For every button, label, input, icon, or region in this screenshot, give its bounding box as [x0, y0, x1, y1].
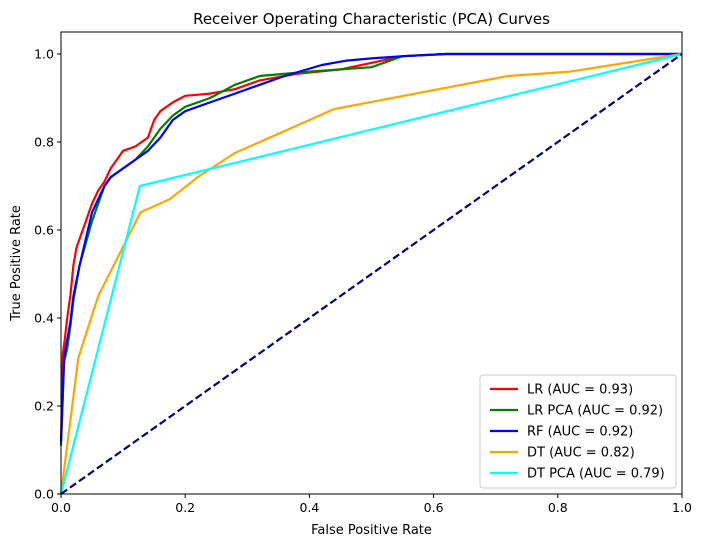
- dt-pca-line: [59, 52, 683, 495]
- x-tick-label: 0.0: [51, 500, 71, 515]
- legend-label-lr-pca: LR PCA (AUC = 0.92): [527, 404, 663, 419]
- x-axis-label: False Positive Rate: [311, 523, 432, 538]
- plot-border: [60, 31, 683, 495]
- y-axis-label: True Positive Rate: [9, 205, 24, 322]
- legend: LR (AUC = 0.93) LR PCA (AUC = 0.92) RF (AU…: [479, 374, 677, 489]
- legend-box: [479, 374, 677, 489]
- x-tick-label: 0.4: [299, 500, 319, 515]
- series-layer: [59, 31, 683, 495]
- chart-title: Receiver Operating Characteristic (PCA) …: [193, 10, 550, 28]
- y-axis-ticks: 0.0 0.2 0.4 0.6 0.8 1.0: [34, 47, 61, 502]
- lr-line: [59, 52, 682, 442]
- y-tick-label: 1.0: [34, 47, 54, 62]
- x-tick-label: 1.0: [672, 500, 692, 515]
- dt-line: [59, 52, 683, 495]
- y-tick-label: 0.6: [34, 223, 54, 238]
- legend-label-dt-pca: DT PCA (AUC = 0.79): [527, 467, 665, 482]
- plot-area: [59, 31, 683, 495]
- y-tick-label: 0.4: [34, 311, 54, 326]
- legend-label-rf: RF (AUC = 0.92): [527, 425, 633, 440]
- legend-label-dt: DT (AUC = 0.82): [527, 446, 635, 461]
- legend-label-lr: LR (AUC = 0.93): [527, 383, 633, 398]
- x-tick-label: 0.6: [424, 500, 444, 515]
- x-axis-ticks: 0.0 0.2 0.4 0.6 0.8 1.0: [51, 494, 692, 515]
- chance-diagonal-line: [60, 53, 683, 495]
- y-tick-label: 0.2: [34, 399, 54, 414]
- x-tick-label: 0.8: [548, 500, 568, 515]
- y-tick-label: 0.0: [34, 487, 54, 502]
- x-tick-label: 0.2: [175, 500, 195, 515]
- y-tick-label: 0.8: [34, 135, 54, 150]
- rf-line: [59, 52, 682, 442]
